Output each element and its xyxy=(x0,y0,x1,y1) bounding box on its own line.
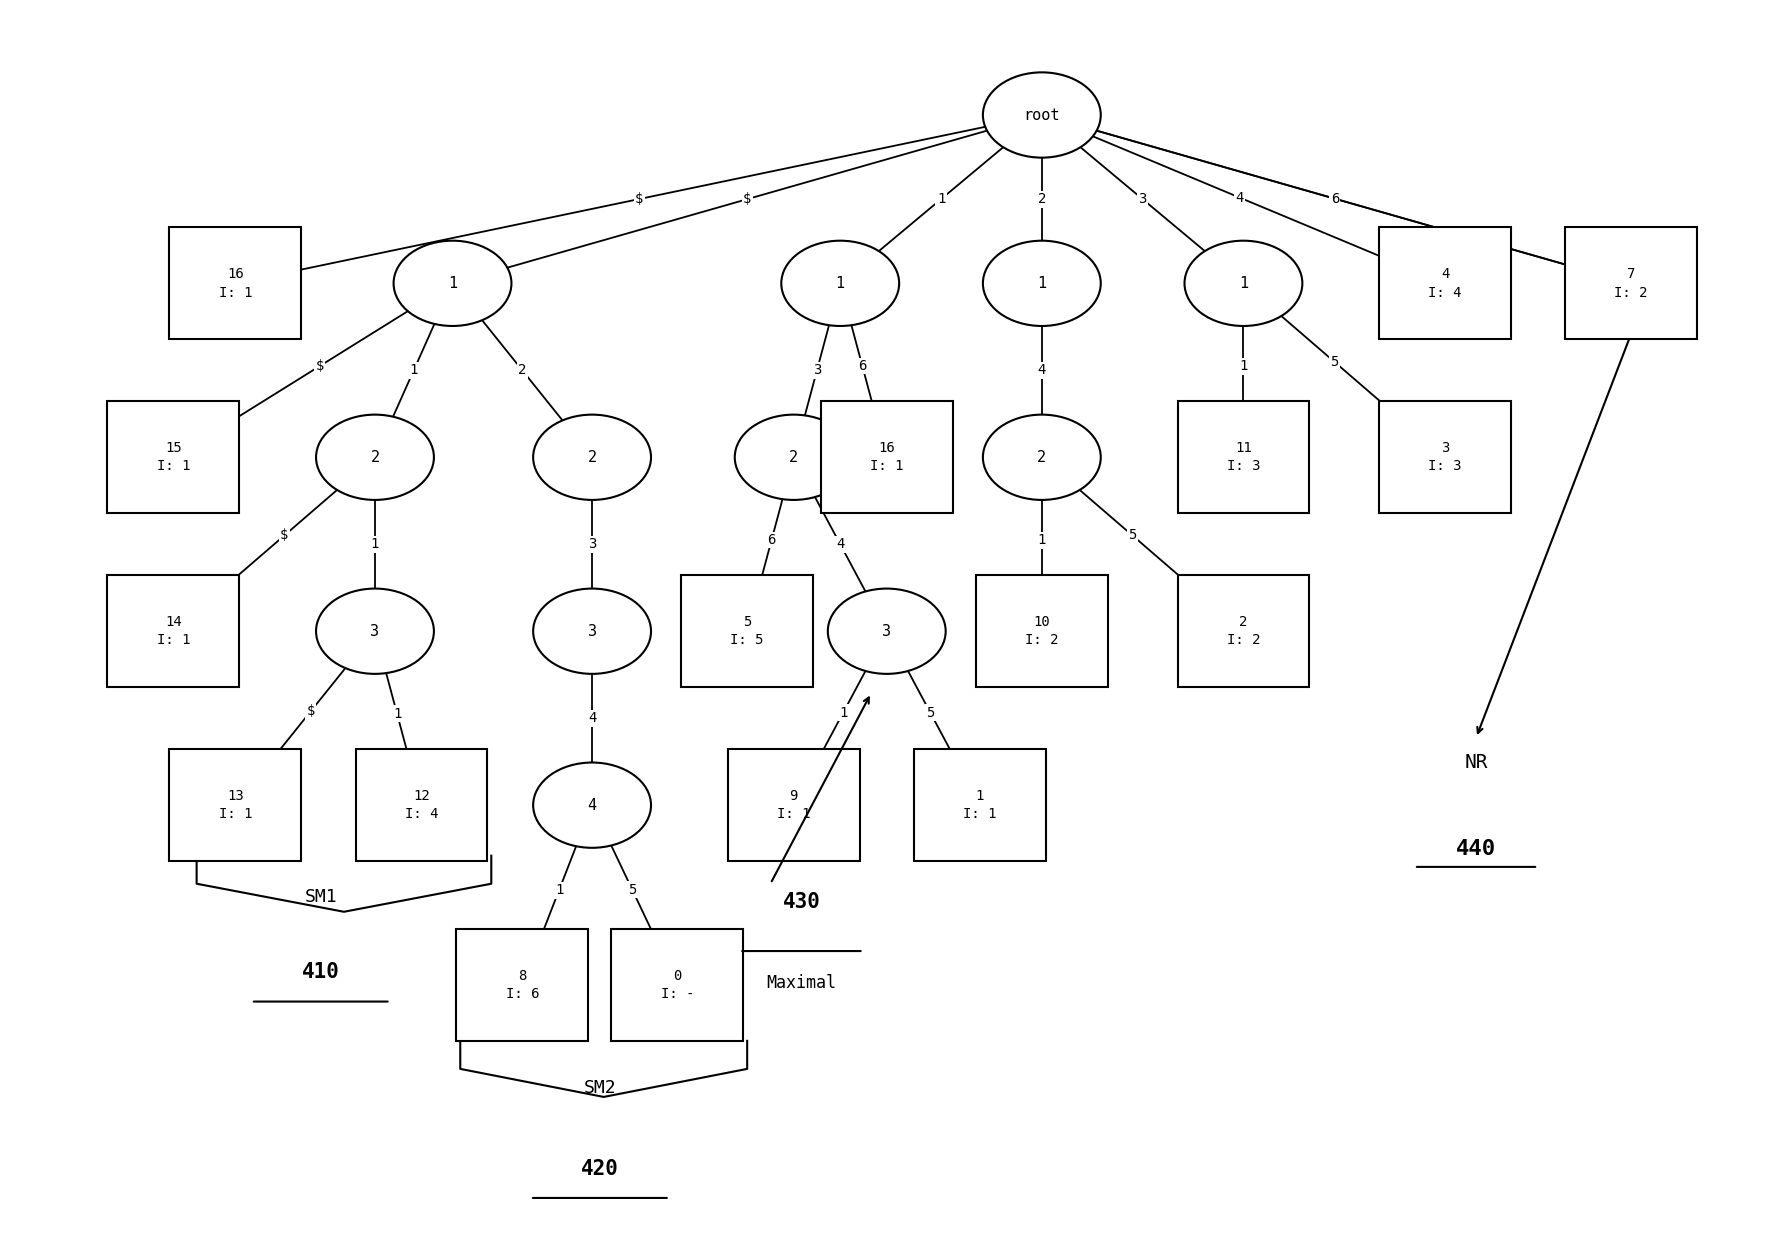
Circle shape xyxy=(533,589,651,673)
Text: 1: 1 xyxy=(839,706,848,720)
FancyBboxPatch shape xyxy=(1379,227,1512,340)
Text: 3: 3 xyxy=(587,624,598,639)
Text: 11
I: 3: 11 I: 3 xyxy=(1227,441,1259,474)
Text: 3: 3 xyxy=(882,624,891,639)
Text: 1
I: 1: 1 I: 1 xyxy=(962,789,996,821)
FancyBboxPatch shape xyxy=(1379,402,1512,513)
Text: 6: 6 xyxy=(767,533,776,547)
Text: 2: 2 xyxy=(519,363,526,377)
Text: 5: 5 xyxy=(1329,355,1338,368)
Text: Maximal: Maximal xyxy=(766,973,837,992)
FancyBboxPatch shape xyxy=(682,575,812,687)
Text: 3
I: 3: 3 I: 3 xyxy=(1428,441,1462,474)
Circle shape xyxy=(1184,241,1302,326)
Text: 1: 1 xyxy=(937,192,945,206)
Text: 2: 2 xyxy=(1038,192,1047,206)
Text: 1: 1 xyxy=(1038,533,1047,547)
FancyBboxPatch shape xyxy=(728,749,859,862)
FancyBboxPatch shape xyxy=(914,749,1047,862)
Text: 16
I: 1: 16 I: 1 xyxy=(218,267,252,300)
Text: 2: 2 xyxy=(587,450,598,465)
Text: 420: 420 xyxy=(581,1158,619,1179)
Text: 8
I: 6: 8 I: 6 xyxy=(506,968,538,1001)
Text: 6: 6 xyxy=(859,360,866,373)
Text: SM1: SM1 xyxy=(304,888,336,906)
Text: root: root xyxy=(1023,108,1061,123)
Text: 4: 4 xyxy=(835,537,844,552)
Circle shape xyxy=(982,414,1100,500)
FancyBboxPatch shape xyxy=(456,929,589,1040)
Text: 1: 1 xyxy=(1240,360,1247,373)
Text: 440: 440 xyxy=(1456,838,1496,859)
Text: 1: 1 xyxy=(447,275,456,291)
FancyBboxPatch shape xyxy=(1177,575,1310,687)
FancyBboxPatch shape xyxy=(107,575,240,687)
Text: 0
I: -: 0 I: - xyxy=(660,968,694,1001)
Circle shape xyxy=(317,589,435,673)
Text: 6: 6 xyxy=(1331,192,1338,206)
Text: 1: 1 xyxy=(555,883,564,898)
Text: 9
I: 1: 9 I: 1 xyxy=(776,789,810,821)
Circle shape xyxy=(982,241,1100,326)
Text: 1: 1 xyxy=(1238,275,1249,291)
Text: 2: 2 xyxy=(1038,450,1047,465)
Text: 5: 5 xyxy=(628,883,637,897)
Text: 1: 1 xyxy=(1038,275,1047,291)
Text: 1: 1 xyxy=(410,363,419,377)
FancyBboxPatch shape xyxy=(107,402,240,513)
Text: $: $ xyxy=(742,192,751,206)
Circle shape xyxy=(317,414,435,500)
Text: 1: 1 xyxy=(394,707,401,720)
Text: $: $ xyxy=(635,192,644,206)
Circle shape xyxy=(828,589,946,673)
Circle shape xyxy=(782,241,900,326)
Text: 4
I: 4: 4 I: 4 xyxy=(1428,267,1462,300)
Text: 3: 3 xyxy=(589,537,596,552)
Text: 5: 5 xyxy=(1129,528,1136,542)
Text: 3: 3 xyxy=(370,624,379,639)
Text: 14
I: 1: 14 I: 1 xyxy=(157,615,190,647)
Text: 4: 4 xyxy=(587,797,598,812)
Text: $: $ xyxy=(281,528,288,542)
Text: 3: 3 xyxy=(1138,192,1147,206)
FancyBboxPatch shape xyxy=(1177,402,1310,513)
Text: 5: 5 xyxy=(927,706,934,720)
Text: 2
I: 2: 2 I: 2 xyxy=(1227,615,1259,647)
Circle shape xyxy=(735,414,853,500)
Text: 410: 410 xyxy=(302,962,340,982)
FancyBboxPatch shape xyxy=(170,227,301,340)
Circle shape xyxy=(982,72,1100,157)
Text: 1: 1 xyxy=(835,275,844,291)
Text: 13
I: 1: 13 I: 1 xyxy=(218,789,252,821)
FancyBboxPatch shape xyxy=(612,929,742,1040)
FancyBboxPatch shape xyxy=(356,749,487,862)
Text: 15
I: 1: 15 I: 1 xyxy=(157,441,190,474)
Circle shape xyxy=(533,414,651,500)
FancyBboxPatch shape xyxy=(977,575,1107,687)
Text: 430: 430 xyxy=(782,892,821,911)
Circle shape xyxy=(533,763,651,848)
FancyBboxPatch shape xyxy=(170,749,301,862)
FancyBboxPatch shape xyxy=(821,402,954,513)
Text: 4: 4 xyxy=(1038,363,1047,377)
Circle shape xyxy=(394,241,512,326)
Text: 3: 3 xyxy=(812,363,821,377)
Text: 5
I: 5: 5 I: 5 xyxy=(730,615,764,647)
Text: 4: 4 xyxy=(1236,191,1243,205)
FancyBboxPatch shape xyxy=(1565,227,1698,340)
Text: NR: NR xyxy=(1465,753,1488,771)
Text: 12
I: 4: 12 I: 4 xyxy=(404,789,438,821)
Text: 16
I: 1: 16 I: 1 xyxy=(869,441,903,474)
Text: $: $ xyxy=(315,360,324,373)
Text: 7
I: 2: 7 I: 2 xyxy=(1614,267,1648,300)
Text: 5: 5 xyxy=(1331,192,1338,206)
Text: 2: 2 xyxy=(370,450,379,465)
Text: 2: 2 xyxy=(789,450,798,465)
Text: 10
I: 2: 10 I: 2 xyxy=(1025,615,1059,647)
Text: 4: 4 xyxy=(589,712,596,725)
Text: 1: 1 xyxy=(370,537,379,552)
Text: SM2: SM2 xyxy=(583,1079,615,1097)
Text: $: $ xyxy=(306,704,315,718)
